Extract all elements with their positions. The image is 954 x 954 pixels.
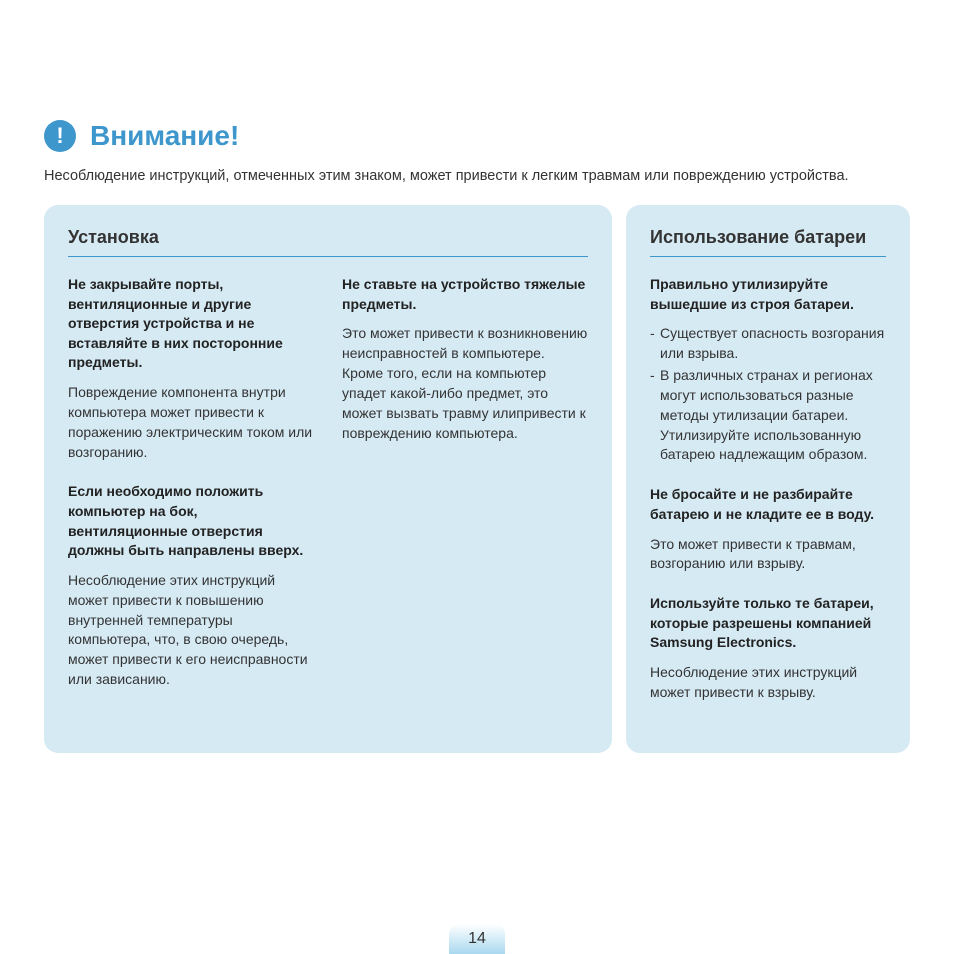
intro-text: Несоблюдение инструкций, отмеченных этим… — [44, 166, 910, 187]
instruction-block: Используйте только те батареи, которые р… — [650, 594, 886, 703]
alert-icon-glyph: ! — [56, 125, 63, 147]
battery-panel: Использование батареи Правильно утилизир… — [626, 205, 910, 753]
heading-row: ! Внимание! — [44, 120, 910, 152]
page-number-wrap: 14 — [0, 924, 954, 954]
instruction-title: Не бросайте и не разбирайте батарею и не… — [650, 485, 886, 524]
installation-title: Установка — [68, 227, 588, 257]
installation-panel: Установка Не закрывайте порты, вентиляци… — [44, 205, 612, 753]
battery-title: Использование батареи — [650, 227, 886, 257]
list-item: - Существует опасность возгорания или вз… — [650, 324, 886, 364]
bullet-list: - Существует опасность возгорания или вз… — [650, 324, 886, 465]
instruction-body: Это может привести к травмам, возгоранию… — [650, 535, 886, 575]
instruction-body: Несоблюдение этих инструкций может приве… — [68, 571, 314, 690]
instruction-title: Не закрывайте порты, вентиляционные и др… — [68, 275, 314, 373]
instruction-title: Используйте только те батареи, которые р… — [650, 594, 886, 653]
instruction-block: Если необходимо положить компьютер на бо… — [68, 482, 314, 690]
instruction-block: Не закрывайте порты, вентиляционные и др… — [68, 275, 314, 462]
instruction-body: Это может привести к возникновению неисп… — [342, 324, 588, 443]
alert-icon: ! — [44, 120, 76, 152]
instruction-body: Несоблюдение этих инструкций может приве… — [650, 663, 886, 703]
instruction-title: Не ставьте на устройство тяжелые предмет… — [342, 275, 588, 314]
instruction-title: Правильно утилизируйте вышедшие из строя… — [650, 275, 886, 314]
page-number: 14 — [449, 924, 505, 954]
instruction-block: Не ставьте на устройство тяжелые предмет… — [342, 275, 588, 443]
page-heading: Внимание! — [90, 120, 239, 152]
installation-col-2: Не ставьте на устройство тяжелые предмет… — [342, 275, 588, 710]
instruction-body: Повреждение компонента внутри компьютера… — [68, 383, 314, 463]
installation-col-1: Не закрывайте порты, вентиляционные и др… — [68, 275, 314, 710]
panels-row: Установка Не закрывайте порты, вентиляци… — [44, 205, 910, 753]
instruction-title: Если необходимо положить компьютер на бо… — [68, 482, 314, 560]
instruction-block: Не бросайте и не разбирайте батарею и не… — [650, 485, 886, 574]
list-item: - В различных странах и регионах могут и… — [650, 366, 886, 465]
instruction-block: Правильно утилизируйте вышедшие из строя… — [650, 275, 886, 465]
